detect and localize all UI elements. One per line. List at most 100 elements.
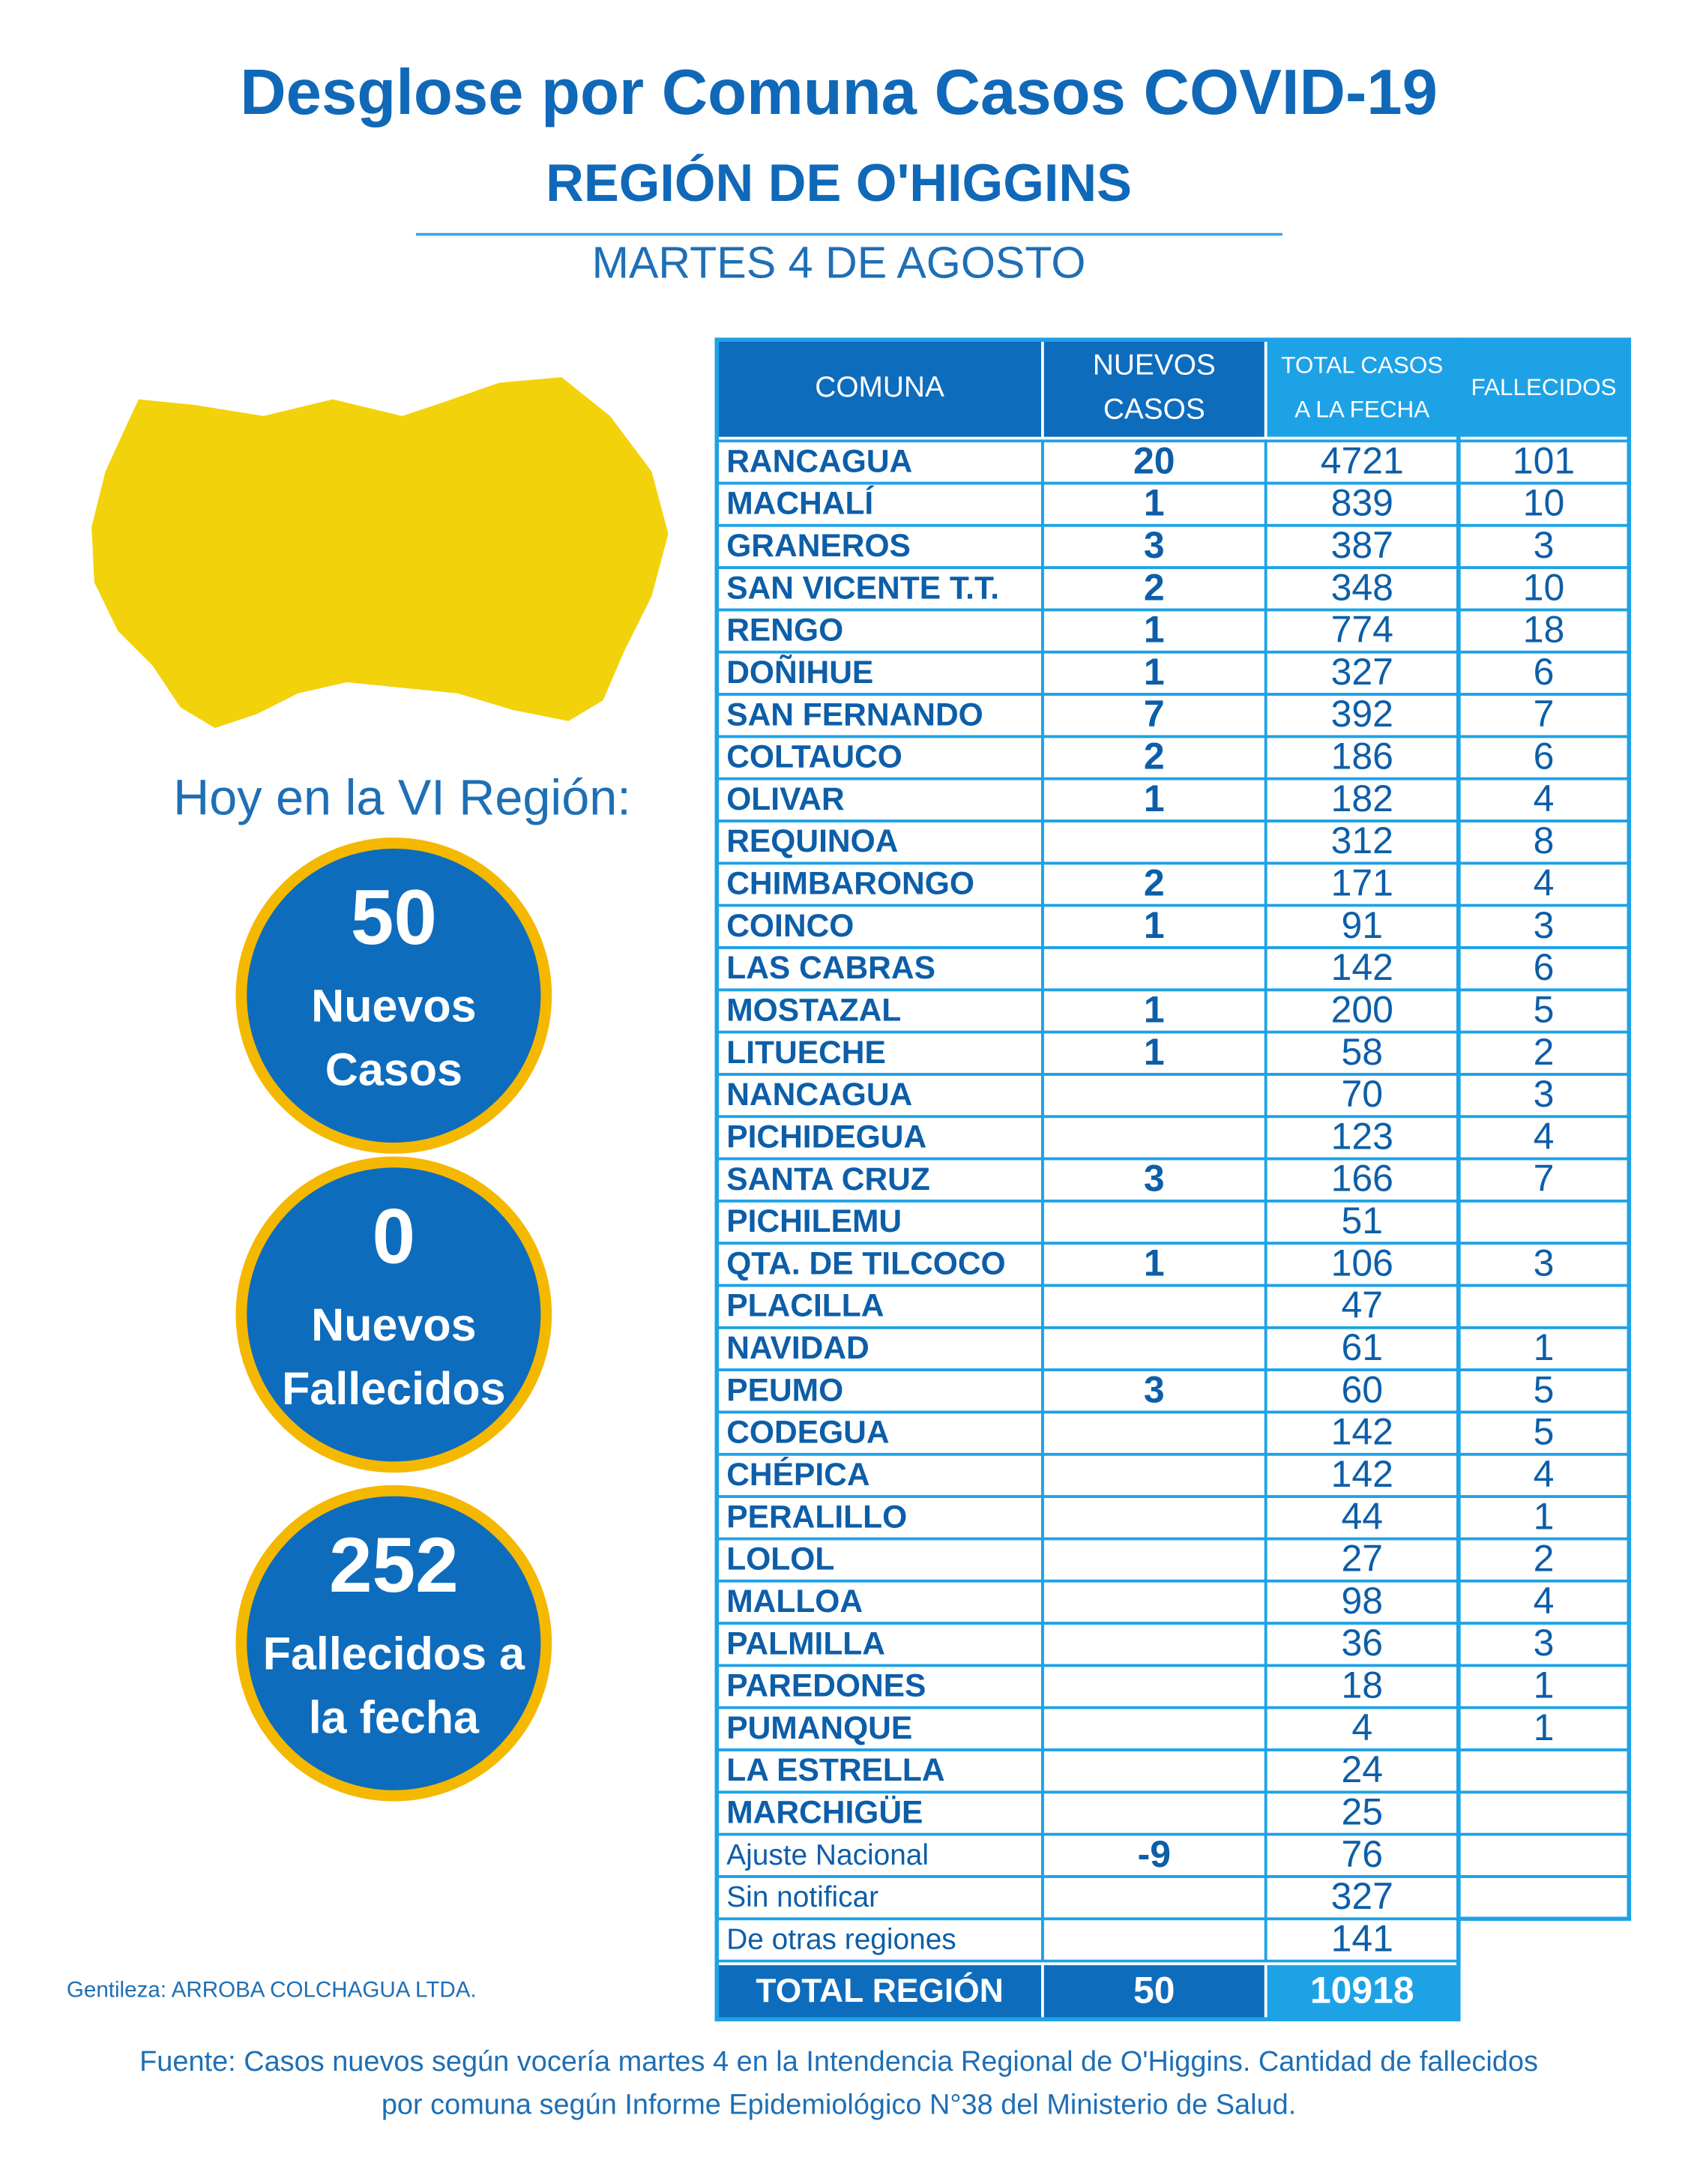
stat-label: la fecha: [309, 1691, 480, 1742]
cell-value: 1: [1534, 1326, 1555, 1368]
stat-label: Casos: [325, 1044, 462, 1095]
header-label: A LA FECHA: [1294, 397, 1429, 423]
header-label: COMUNA: [815, 371, 944, 403]
cell-value: 1: [1144, 482, 1165, 524]
comuna-name: DOÑIHUE: [726, 655, 873, 691]
cell-value: 200: [1331, 988, 1393, 1030]
footer-line: Fuente: Casos nuevos según vocería marte…: [139, 2046, 1538, 2078]
cell-value: 47: [1341, 1284, 1383, 1326]
table: COMUNA NUEVOS CASOS TOTAL CASOS A LA FECHA FA…: [714, 337, 1632, 2022]
cell-value: 1: [1144, 1242, 1165, 1284]
cell-value: 387: [1331, 524, 1393, 566]
cell-value: 142: [1331, 946, 1393, 988]
comuna-name: PEUMO: [726, 1372, 843, 1408]
cell-value: 51: [1341, 1200, 1383, 1242]
cell-value: 312: [1331, 819, 1393, 861]
cell-value: 44: [1341, 1495, 1383, 1537]
cell-value: 123: [1331, 1115, 1393, 1157]
cell-value: 6: [1534, 946, 1555, 988]
cell-value: 4: [1534, 1115, 1555, 1157]
cell-value: 6: [1534, 735, 1555, 777]
cell-value: 25: [1341, 1791, 1383, 1833]
total-value: 10918: [1310, 1969, 1414, 2011]
cell-value: 106: [1331, 1242, 1393, 1284]
comuna-name: MACHALÍ: [726, 486, 874, 522]
cell-value: 3: [1534, 1073, 1555, 1115]
cell-value: 3: [1144, 524, 1165, 566]
cell-value: 5: [1534, 1368, 1555, 1410]
cell-value: 4: [1534, 862, 1555, 904]
cell-value: 1: [1144, 777, 1165, 819]
comuna-name: SANTA CRUZ: [726, 1161, 930, 1197]
comuna-name: Ajuste Nacional: [726, 1839, 929, 1871]
comuna-name: PICHIDEGUA: [726, 1119, 926, 1155]
cell-value: 7: [1144, 693, 1165, 735]
cell-value: 1: [1144, 651, 1165, 693]
stat-label: Nuevos: [311, 1299, 476, 1350]
cell-value: 3: [1144, 1158, 1165, 1200]
cell-value: 327: [1331, 1875, 1393, 1917]
cell-value: 98: [1341, 1580, 1383, 1622]
cell-value: 20: [1133, 439, 1175, 481]
comuna-name: LOLOL: [726, 1541, 834, 1577]
header-label: NUEVOS: [1093, 349, 1216, 381]
credit: Gentileza: ARROBA COLCHAGUA LTDA.: [67, 1978, 477, 2003]
total-value: TOTAL REGIÓN: [756, 1972, 1003, 2009]
cell-value: 7: [1534, 1158, 1555, 1200]
cell-value: 4: [1534, 777, 1555, 819]
cell-value: 2: [1144, 566, 1165, 608]
cell-value: 24: [1341, 1748, 1383, 1790]
comuna-name: LITUECHE: [726, 1035, 886, 1071]
comuna-name: REQUINOA: [726, 823, 898, 859]
comuna-name: SAN FERNANDO: [726, 697, 983, 732]
comuna-name: LA ESTRELLA: [726, 1752, 944, 1788]
cell-value: 1: [1144, 1031, 1165, 1073]
cell-value: 2: [1534, 1031, 1555, 1073]
comuna-name: GRANEROS: [726, 528, 911, 564]
cell-value: 3: [1534, 1622, 1555, 1664]
comuna-name: PALMILLA: [726, 1625, 885, 1661]
header-label: CASOS: [1103, 394, 1205, 426]
comuna-name: NANCAGUA: [726, 1077, 912, 1113]
cell-value: 36: [1341, 1622, 1383, 1664]
cell-value: 10: [1523, 566, 1565, 608]
comuna-name: CHÉPICA: [726, 1457, 869, 1493]
cell-value: 18: [1341, 1664, 1383, 1706]
cell-value: 91: [1341, 904, 1383, 946]
cell-value: 60: [1341, 1368, 1383, 1410]
comuna-name: PERALILLO: [726, 1499, 907, 1535]
header-label: TOTAL CASOS: [1281, 352, 1443, 379]
cell-value: 839: [1331, 482, 1393, 524]
cell-value: 4: [1534, 1580, 1555, 1622]
stat-label: Fallecidos: [282, 1363, 505, 1414]
cell-value: 182: [1331, 777, 1393, 819]
comuna-name: PLACILLA: [726, 1288, 884, 1324]
cell-value: 101: [1513, 439, 1575, 481]
cell-value: 1: [1144, 904, 1165, 946]
stat-value: 50: [351, 873, 437, 960]
comuna-name: De otras regiones: [726, 1924, 956, 1956]
cell-value: 8: [1534, 819, 1555, 861]
cell-value: 58: [1341, 1031, 1383, 1073]
comuna-name: MARCHIGÜE: [726, 1795, 923, 1831]
cell-value: 1: [1534, 1706, 1555, 1748]
cell-value: 10: [1523, 482, 1565, 524]
comuna-name: LAS CABRAS: [726, 950, 935, 986]
cell-value: 3: [1534, 1242, 1555, 1284]
comuna-name: CHIMBARONGO: [726, 866, 974, 902]
today-heading: Hoy en la VI Región:: [173, 771, 631, 826]
cell-value: 3: [1534, 524, 1555, 566]
cell-value: 141: [1331, 1917, 1393, 1959]
footer-line: por comuna según Informe Epidemiológico …: [382, 2089, 1296, 2120]
date: MARTES 4 DE AGOSTO: [592, 238, 1086, 288]
cell-value: 70: [1341, 1073, 1383, 1115]
stat-label: Fallecidos a: [263, 1628, 525, 1679]
cell-value: 4: [1351, 1706, 1372, 1748]
comuna-name: COINCO: [726, 908, 854, 944]
cell-value: 7: [1534, 693, 1555, 735]
stat-value: 252: [329, 1521, 459, 1608]
comuna-name: PAREDONES: [726, 1668, 926, 1704]
comuna-name: MALLOA: [726, 1583, 863, 1619]
header-cell: [1041, 338, 1268, 440]
